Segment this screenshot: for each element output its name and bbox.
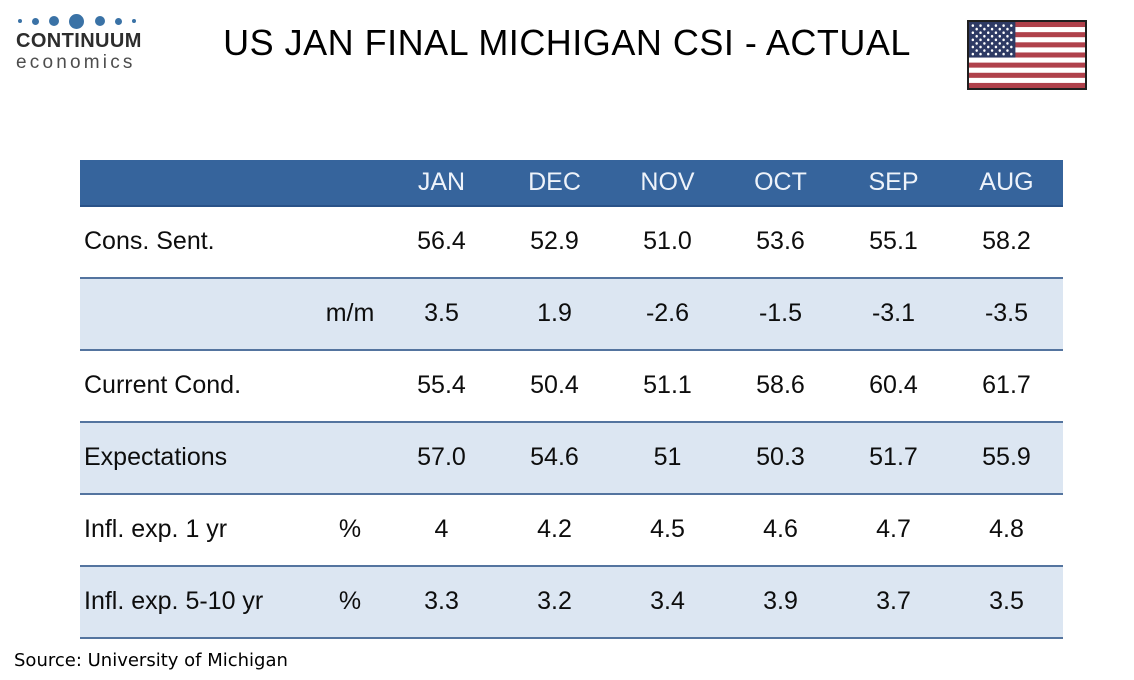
table-cell: 51.0	[643, 227, 692, 255]
table-cell: 60.4	[869, 371, 918, 399]
table-cell: 4.8	[989, 515, 1024, 543]
column-header: NOV	[640, 168, 695, 196]
source-note: Source: University of Michigan	[14, 650, 288, 671]
table-cell: 3.5	[989, 587, 1024, 615]
table-cell: 4.2	[537, 515, 572, 543]
table-cell: 58.2	[982, 227, 1031, 255]
table-body: Cons. Sent. 56.4 52.9 51.0 53.6 55.1 58.2 m/m…	[80, 207, 1063, 639]
table-cell: 61.7	[982, 371, 1031, 399]
table-cell: 58.6	[756, 371, 805, 399]
csi-table: JAN DEC NOV OCT SEP AUG Cons. Sent. 56.4 52.9 5…	[80, 160, 1063, 639]
table-cell: 51.1	[643, 371, 692, 399]
table-cell: 55.9	[982, 443, 1031, 471]
table-row: Infl. exp. 1 yr % 4 4.2 4.5 4.6 4.7 4.8	[80, 495, 1063, 567]
logo-dots-icon	[18, 12, 136, 30]
column-header: SEP	[868, 168, 919, 196]
table-cell: 4.6	[763, 515, 798, 543]
table-cell: 3.5	[424, 299, 459, 327]
row-unit	[315, 207, 385, 277]
table-row: m/m 3.5 1.9 -2.6 -1.5 -3.1 -3.5	[80, 279, 1063, 351]
row-label	[80, 279, 315, 349]
table-cell: -1.5	[758, 299, 803, 327]
table-row: Expectations 57.0 54.6 51 50.3 51.7 55.9	[80, 423, 1063, 495]
table-cell: -3.1	[871, 299, 916, 327]
table-cell: 56.4	[417, 227, 466, 255]
table-row: Cons. Sent. 56.4 52.9 51.0 53.6 55.1 58.2	[80, 207, 1063, 279]
column-header: OCT	[754, 168, 807, 196]
table-cell: -2.6	[645, 299, 690, 327]
column-header: JAN	[417, 168, 466, 196]
row-unit: %	[338, 587, 362, 615]
row-unit: %	[338, 515, 362, 543]
table-cell: 52.9	[530, 227, 579, 255]
brand-subname: economics	[16, 52, 136, 73]
continuum-economics-logo: CONTINUUM economics	[16, 12, 146, 73]
table-cell: 3.9	[763, 587, 798, 615]
table-row: Infl. exp. 5-10 yr % 3.3 3.2 3.4 3.9 3.7 3.5	[80, 567, 1063, 639]
table-cell: 3.4	[650, 587, 685, 615]
table-cell: 55.4	[417, 371, 466, 399]
table-cell: 53.6	[756, 227, 805, 255]
row-label: Infl. exp. 1 yr	[84, 515, 228, 543]
table-cell: 50.3	[756, 443, 805, 471]
row-unit	[315, 351, 385, 421]
brand-name: CONTINUUM	[16, 30, 142, 52]
table-cell: 4.5	[650, 515, 685, 543]
row-label: Expectations	[84, 443, 228, 471]
table-cell: 51.7	[869, 443, 918, 471]
table-cell: 3.2	[537, 587, 572, 615]
table-cell: -3.5	[984, 299, 1029, 327]
table-row: Current Cond. 55.4 50.4 51.1 58.6 60.4 61.7	[80, 351, 1063, 423]
table-cell: 1.9	[537, 299, 572, 327]
page-title: US JAN FINAL MICHIGAN CSI - ACTUAL	[223, 22, 911, 63]
us-flag-icon	[967, 20, 1087, 90]
table-cell: 55.1	[869, 227, 918, 255]
row-label: Cons. Sent.	[84, 227, 215, 255]
table-cell: 57.0	[417, 443, 466, 471]
row-label: Current Cond.	[84, 371, 242, 399]
column-header: AUG	[979, 168, 1034, 196]
column-header: DEC	[528, 168, 581, 196]
table-header-row: JAN DEC NOV OCT SEP AUG	[80, 160, 1063, 207]
table-cell: 54.6	[530, 443, 579, 471]
table-cell: 50.4	[530, 371, 579, 399]
table-cell: 3.7	[876, 587, 911, 615]
row-unit	[315, 423, 385, 493]
table-cell: 3.3	[424, 587, 459, 615]
row-label: Infl. exp. 5-10 yr	[84, 587, 264, 615]
table-cell: 4.7	[876, 515, 911, 543]
table-cell: 51	[653, 443, 682, 471]
row-unit: m/m	[325, 299, 375, 327]
table-cell: 4	[434, 515, 449, 543]
